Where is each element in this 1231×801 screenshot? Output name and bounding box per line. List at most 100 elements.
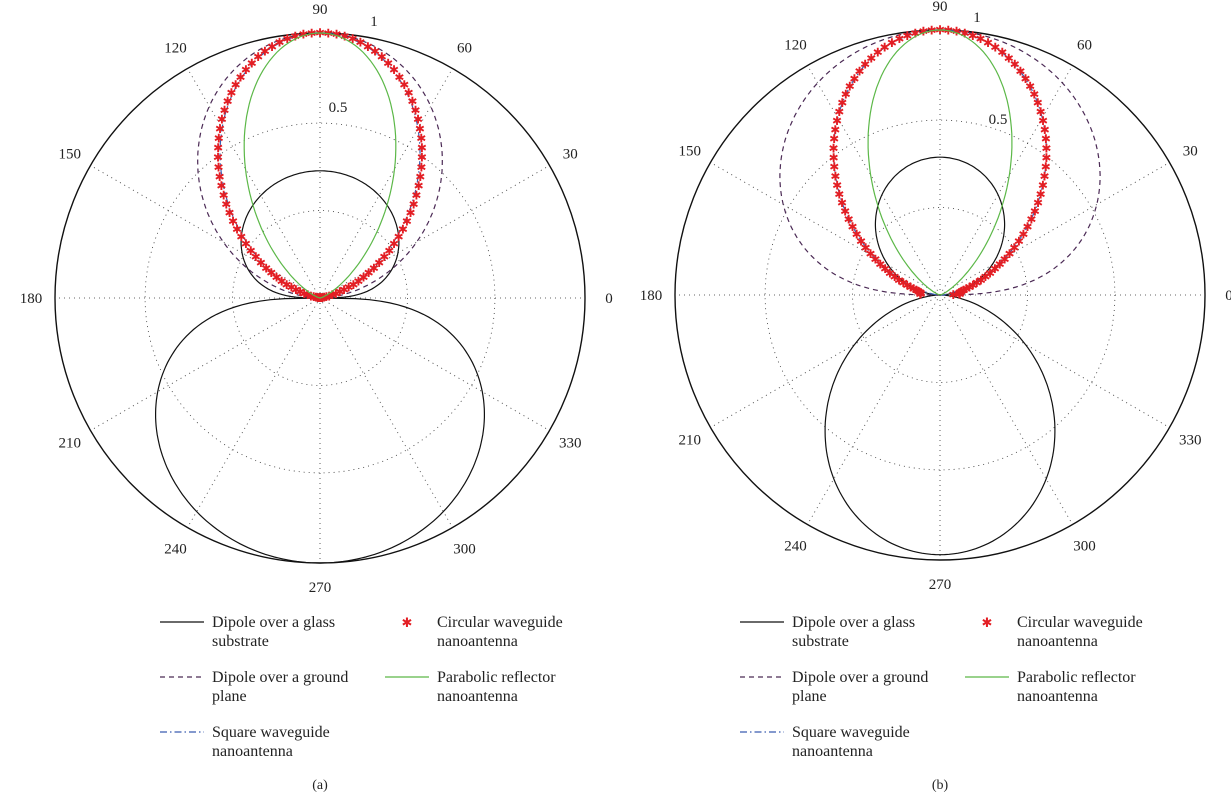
- series-marker: ✱: [309, 290, 319, 304]
- series-marker: ✱: [327, 288, 337, 302]
- series-marker: ✱: [976, 273, 986, 287]
- series-marker: ✱: [358, 271, 368, 285]
- series-marker: ✱: [398, 222, 408, 236]
- grid-spoke: [319, 68, 453, 299]
- series-marker: ✱: [880, 262, 890, 276]
- legend-marker-circular: ✱: [982, 616, 993, 631]
- series-marker: ✱: [832, 178, 842, 192]
- series-marker: ✱: [837, 196, 847, 210]
- series-marker: ✱: [275, 36, 285, 50]
- series-marker: ✱: [223, 95, 233, 109]
- legend-label-parabolic: Parabolic reflector: [1017, 669, 1136, 686]
- series-marker: ✱: [370, 45, 380, 59]
- series-marker: ✱: [954, 286, 964, 300]
- grid-spoke: [187, 297, 321, 528]
- series-marker: ✱: [324, 289, 334, 303]
- series-marker: ✱: [394, 70, 404, 84]
- series-marker: ✱: [829, 132, 839, 146]
- series-marker: ✱: [1010, 58, 1020, 72]
- series-marker: ✱: [829, 160, 839, 174]
- series-marker: ✱: [221, 197, 231, 211]
- series-marker: ✱: [405, 206, 415, 220]
- series-marker: ✱: [913, 285, 923, 299]
- series-marker: ✱: [865, 247, 875, 261]
- legend-label-parabolic-cont: nanoantenna: [1017, 688, 1098, 705]
- series-marker: ✱: [348, 278, 358, 292]
- series-marker: ✱: [348, 32, 358, 46]
- series-marker: ✱: [416, 131, 426, 145]
- series-marker: ✱: [355, 36, 365, 50]
- series-marker: ✱: [834, 105, 844, 119]
- series-marker: ✱: [215, 122, 225, 136]
- legend-label-square: Square waveguide: [792, 724, 910, 741]
- series-marker: ✱: [990, 262, 1000, 276]
- series-marker: ✱: [845, 80, 855, 94]
- series-marker: ✱: [226, 86, 236, 100]
- legend-label-ground-cont: plane: [792, 688, 827, 705]
- series-parabolic-line: [867, 29, 1013, 296]
- angle-tick-label: 120: [164, 41, 187, 57]
- series-marker: ✱: [898, 276, 908, 290]
- series-marker: ✱: [413, 113, 423, 127]
- radial-tick-label: 1: [973, 10, 981, 26]
- grid-circle: [232, 210, 408, 386]
- series-marker: ✱: [1040, 169, 1050, 183]
- series-marker: ✱: [916, 287, 926, 301]
- series-marker: ✱: [829, 142, 839, 156]
- series-marker: ✱: [1038, 114, 1048, 128]
- series-marker: ✱: [902, 29, 912, 43]
- series-marker: ✱: [1041, 151, 1051, 165]
- legend-b: Dipole over a glass substrate Dipole over …: [740, 614, 1143, 760]
- legend-label-circular: Circular waveguide: [1017, 614, 1143, 631]
- series-marker: ✱: [291, 283, 301, 297]
- legend-label-glass-cont: substrate: [212, 633, 269, 650]
- series-marker: ✱: [995, 258, 1005, 272]
- series-marker: ✱: [961, 282, 971, 296]
- series-marker: ✱: [247, 56, 257, 70]
- series-marker: ✱: [374, 256, 384, 270]
- series-marker: ✱: [840, 204, 850, 218]
- polar-plot-b: 03060901201501802102402703003300.51✱✱✱✱✱…: [640, 0, 1231, 593]
- legend-label-glass: Dipole over a glass: [212, 614, 335, 631]
- angle-tick-label: 300: [453, 541, 476, 557]
- series-marker: ✱: [415, 170, 425, 184]
- series-marker: ✱: [902, 278, 912, 292]
- series-marker: ✱: [829, 151, 839, 165]
- series-marker: ✱: [916, 286, 926, 300]
- series-marker: ✱: [997, 46, 1007, 60]
- series-marker: ✱: [1015, 65, 1025, 79]
- series-marker: ✱: [964, 280, 974, 294]
- angle-tick-label: 0: [1225, 288, 1231, 304]
- series-marker: ✱: [1014, 234, 1024, 248]
- angle-tick-label: 270: [309, 580, 332, 596]
- series-marker: ✱: [1040, 123, 1050, 137]
- series-marker: ✱: [228, 214, 238, 228]
- series-marker: ✱: [959, 283, 969, 297]
- series-marker: ✱: [331, 287, 341, 301]
- series-marker: ✱: [957, 285, 967, 299]
- series-marker: ✱: [861, 241, 871, 255]
- series-marker: ✱: [873, 46, 883, 60]
- series-marker: ✱: [960, 26, 970, 40]
- series-marker: ✱: [909, 282, 919, 296]
- series-marker: ✱: [290, 30, 300, 44]
- series-marker: ✱: [855, 65, 865, 79]
- series-marker: ✱: [271, 271, 281, 285]
- series-marker: ✱: [416, 160, 426, 174]
- series-marker: ✱: [910, 26, 920, 40]
- series-marker: ✱: [364, 266, 374, 280]
- legend-label-ground: Dipole over a ground: [212, 669, 348, 686]
- series-marker: ✱: [216, 179, 226, 193]
- series-marker: ✱: [253, 50, 263, 64]
- series-marker: ✱: [286, 281, 296, 295]
- angle-tick-label: 270: [929, 577, 952, 593]
- series-marker: ✱: [856, 234, 866, 248]
- radial-tick-label: 0.5: [329, 100, 348, 116]
- series-marker: ✱: [404, 86, 414, 100]
- series-marker: ✱: [340, 30, 350, 44]
- legend-label-glass: Dipole over a glass: [792, 614, 915, 631]
- series-marker: ✱: [402, 214, 412, 228]
- series-marker: ✱: [389, 63, 399, 77]
- angle-tick-label: 150: [678, 144, 701, 160]
- legend-a: Dipole over a glass substrate Dipole over …: [160, 614, 563, 760]
